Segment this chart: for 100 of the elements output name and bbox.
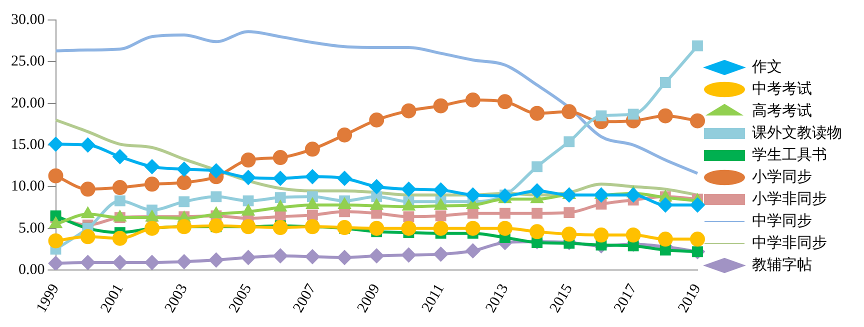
- point: [240, 152, 256, 168]
- point: [144, 159, 160, 174]
- legend-label: 小学非同步: [752, 189, 827, 208]
- point: [80, 255, 96, 270]
- point: [433, 246, 448, 262]
- point: [304, 169, 320, 184]
- point: [500, 208, 510, 219]
- point: [690, 232, 705, 247]
- point: [532, 208, 543, 219]
- point: [658, 108, 673, 124]
- point: [112, 149, 128, 164]
- point: [532, 161, 543, 172]
- point: [530, 106, 545, 121]
- point: [242, 195, 254, 206]
- y-tick-label: 20.00: [11, 95, 45, 112]
- point: [401, 248, 416, 263]
- legend-label: 中学非同步: [752, 233, 827, 252]
- point: [692, 246, 703, 258]
- point: [112, 230, 128, 246]
- y-tick-label: 15.00: [11, 136, 45, 153]
- y-tick-label: 25.00: [11, 54, 45, 70]
- legend-label: 作文: [751, 57, 782, 76]
- point: [144, 220, 160, 236]
- legend-label: 学生工具书: [752, 145, 827, 164]
- point: [403, 211, 414, 222]
- point: [210, 191, 222, 202]
- point: [112, 255, 128, 270]
- point: [240, 250, 256, 266]
- point: [562, 226, 577, 242]
- point: [690, 198, 705, 213]
- legend-label: 中学同步: [752, 211, 812, 230]
- point: [562, 188, 577, 203]
- point: [626, 188, 641, 203]
- point: [658, 232, 673, 247]
- point: [369, 179, 384, 194]
- point: [467, 208, 478, 219]
- point: [465, 220, 480, 236]
- point: [628, 108, 639, 120]
- point: [307, 210, 318, 220]
- point: [692, 40, 703, 52]
- legend-label: 中考考试: [752, 79, 812, 98]
- point: [660, 77, 671, 88]
- point: [337, 128, 352, 143]
- point: [208, 218, 224, 234]
- point: [465, 92, 480, 108]
- line-series: [54, 30, 699, 175]
- point: [208, 252, 224, 268]
- point: [530, 183, 545, 198]
- point: [176, 175, 192, 190]
- point: [274, 192, 286, 203]
- legend-label: 课外文教读物: [752, 123, 842, 142]
- point: [690, 113, 705, 128]
- point: [48, 233, 64, 248]
- point: [433, 98, 448, 114]
- point: [337, 250, 352, 266]
- point: [272, 150, 288, 166]
- point: [369, 220, 384, 236]
- point: [594, 188, 609, 203]
- point: [178, 196, 190, 208]
- y-tick-label: 0.00: [18, 262, 45, 278]
- point: [626, 228, 641, 243]
- legend-label: 教辅字帖: [752, 255, 812, 274]
- point: [272, 220, 288, 236]
- point: [272, 170, 288, 186]
- point: [465, 243, 480, 258]
- point: [304, 219, 320, 234]
- point: [337, 220, 352, 236]
- point: [433, 182, 448, 198]
- legend-label: 高考考试: [752, 101, 812, 120]
- point: [497, 220, 512, 236]
- y-tick-label: 10.00: [11, 178, 45, 195]
- point: [497, 94, 512, 110]
- point: [658, 198, 673, 213]
- point: [304, 142, 320, 157]
- point: [144, 176, 160, 192]
- point: [337, 170, 352, 186]
- point: [176, 162, 192, 177]
- point: [435, 210, 446, 222]
- point: [530, 224, 545, 240]
- point: [369, 248, 384, 264]
- point: [369, 112, 384, 128]
- point: [48, 168, 64, 184]
- point: [401, 220, 416, 236]
- point: [564, 136, 575, 148]
- point: [80, 229, 96, 244]
- point: [304, 249, 320, 264]
- point: [144, 255, 160, 270]
- point: [497, 188, 512, 204]
- point: [272, 248, 288, 264]
- y-tick-label: 30.00: [11, 12, 45, 28]
- point: [562, 104, 577, 120]
- point: [465, 188, 480, 203]
- point: [564, 207, 575, 218]
- point: [433, 220, 448, 236]
- point: [596, 110, 607, 122]
- point: [48, 136, 64, 152]
- point: [208, 163, 224, 178]
- point: [628, 240, 639, 252]
- point: [401, 103, 416, 118]
- point: [240, 170, 256, 186]
